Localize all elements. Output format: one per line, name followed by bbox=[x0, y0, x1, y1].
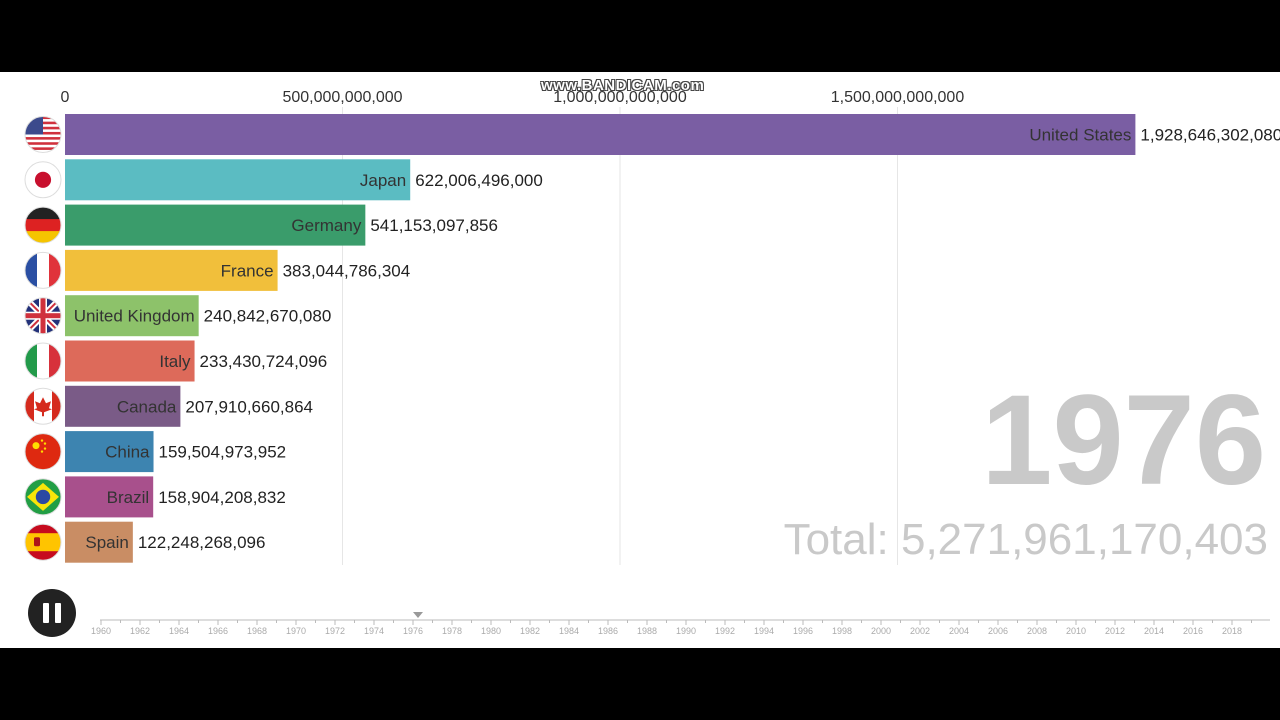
china-flag-icon bbox=[25, 433, 61, 470]
timeline-year-label: 1976 bbox=[403, 626, 423, 636]
bar bbox=[65, 340, 195, 382]
timeline-year-label: 1966 bbox=[208, 626, 228, 636]
bar-category-label: China bbox=[105, 443, 150, 462]
bar-category-label: United Kingdom bbox=[74, 307, 195, 326]
france-flag-icon bbox=[25, 252, 61, 289]
timeline-year-label: 1972 bbox=[325, 626, 345, 636]
bar-category-label: France bbox=[221, 261, 274, 280]
timeline-year-label: 2016 bbox=[1183, 626, 1203, 636]
timeline-year-label: 2008 bbox=[1027, 626, 1047, 636]
year-label: 1976 bbox=[981, 369, 1266, 512]
timeline-year-label: 1984 bbox=[559, 626, 579, 636]
timeline-year-label: 2014 bbox=[1144, 626, 1164, 636]
germany-flag-icon bbox=[25, 207, 61, 244]
bar-value-label: 1,928,646,302,080 bbox=[1140, 126, 1280, 145]
timeline-year-label: 2006 bbox=[988, 626, 1008, 636]
watermark: www.BANDICAM.com bbox=[541, 77, 705, 94]
axis-tick-label: 0 bbox=[61, 89, 70, 106]
axis-tick-label: 500,000,000,000 bbox=[282, 89, 402, 106]
bar-category-label: Japan bbox=[360, 171, 406, 190]
bar bbox=[65, 249, 278, 291]
bar bbox=[65, 476, 154, 518]
bar-category-label: Brazil bbox=[107, 488, 150, 507]
bar-value-label: 622,006,496,000 bbox=[415, 171, 543, 190]
bar bbox=[65, 204, 366, 246]
bar-value-label: 207,910,660,864 bbox=[185, 397, 313, 416]
bar-value-label: 240,842,670,080 bbox=[204, 307, 332, 326]
timeline-year-label: 2012 bbox=[1105, 626, 1125, 636]
timeline-year-label: 2004 bbox=[949, 626, 969, 636]
bar-value-label: 233,430,724,096 bbox=[200, 352, 328, 371]
bar-category-label: Italy bbox=[159, 352, 191, 371]
timeline-year-label: 1994 bbox=[754, 626, 774, 636]
timeline-handle[interactable] bbox=[413, 612, 423, 618]
pause-button[interactable] bbox=[28, 589, 76, 637]
bar-chart: 0 500,000,000,000 1,000,000,000,000 1,500,0… bbox=[24, 89, 1280, 565]
axis-tick-label: 1,500,000,000,000 bbox=[831, 89, 965, 106]
spain-flag-icon bbox=[25, 524, 61, 561]
italy-flag-icon bbox=[25, 343, 61, 379]
brazil-flag-icon bbox=[25, 478, 61, 515]
timeline-year-label: 1996 bbox=[793, 626, 813, 636]
bar bbox=[65, 431, 154, 473]
bar-value-label: 383,044,786,304 bbox=[283, 261, 411, 280]
bar-category-label: Spain bbox=[85, 533, 128, 552]
chart-stage: www.BANDICAM.com 0 500,000,000,000 1,000,0… bbox=[0, 72, 1280, 648]
bar-value-label: 541,153,097,856 bbox=[370, 216, 498, 235]
timeline-year-label: 2000 bbox=[871, 626, 891, 636]
timeline-year-label: 1970 bbox=[286, 626, 306, 636]
japan-flag-icon bbox=[25, 161, 61, 198]
timeline-year-label: 1988 bbox=[637, 626, 657, 636]
bar bbox=[65, 385, 181, 427]
timeline-year-label: 1964 bbox=[169, 626, 189, 636]
bar bbox=[65, 295, 199, 337]
timeline-year-label: 1974 bbox=[364, 626, 384, 636]
axis-tick-label: 1,000,000,000,000 bbox=[553, 89, 687, 106]
timeline-year-label: 2010 bbox=[1066, 626, 1086, 636]
timeline-year-label: 1978 bbox=[442, 626, 462, 636]
bar bbox=[65, 521, 133, 563]
timeline-year-label: 1992 bbox=[715, 626, 735, 636]
timeline-year-label: 1980 bbox=[481, 626, 501, 636]
timeline-slider[interactable]: 1960 1962 1964 1966 1968 1970 1972 1974 1976 1978… bbox=[0, 602, 1280, 642]
timeline-year-label: 2018 bbox=[1222, 626, 1242, 636]
timeline-year-label: 1986 bbox=[598, 626, 618, 636]
canada-flag-icon bbox=[25, 388, 61, 425]
bar-value-label: 159,504,973,952 bbox=[159, 443, 287, 462]
timeline-year-label: 1998 bbox=[832, 626, 852, 636]
us-flag-icon bbox=[25, 116, 61, 153]
timeline-year-label: 1968 bbox=[247, 626, 267, 636]
timeline-year-label: 1960 bbox=[91, 626, 111, 636]
timeline-year-label: 1982 bbox=[520, 626, 540, 636]
timeline-year-label: 1990 bbox=[676, 626, 696, 636]
bar bbox=[65, 114, 1136, 155]
bar-category-label: Germany bbox=[291, 216, 361, 235]
bar-value-label: 122,248,268,096 bbox=[138, 533, 266, 552]
bar-category-label: Canada bbox=[117, 397, 177, 416]
timeline-year-label: 2002 bbox=[910, 626, 930, 636]
timeline-year-label: 1962 bbox=[130, 626, 150, 636]
pause-icon bbox=[43, 603, 49, 623]
bar-category-label: United States bbox=[1029, 126, 1131, 145]
bar-value-label: 158,904,208,832 bbox=[158, 488, 286, 507]
total-label: Total: 5,271,961,170,403 bbox=[783, 515, 1268, 564]
uk-flag-icon bbox=[25, 297, 61, 334]
bar bbox=[65, 159, 411, 201]
pause-icon-bar bbox=[55, 603, 61, 623]
